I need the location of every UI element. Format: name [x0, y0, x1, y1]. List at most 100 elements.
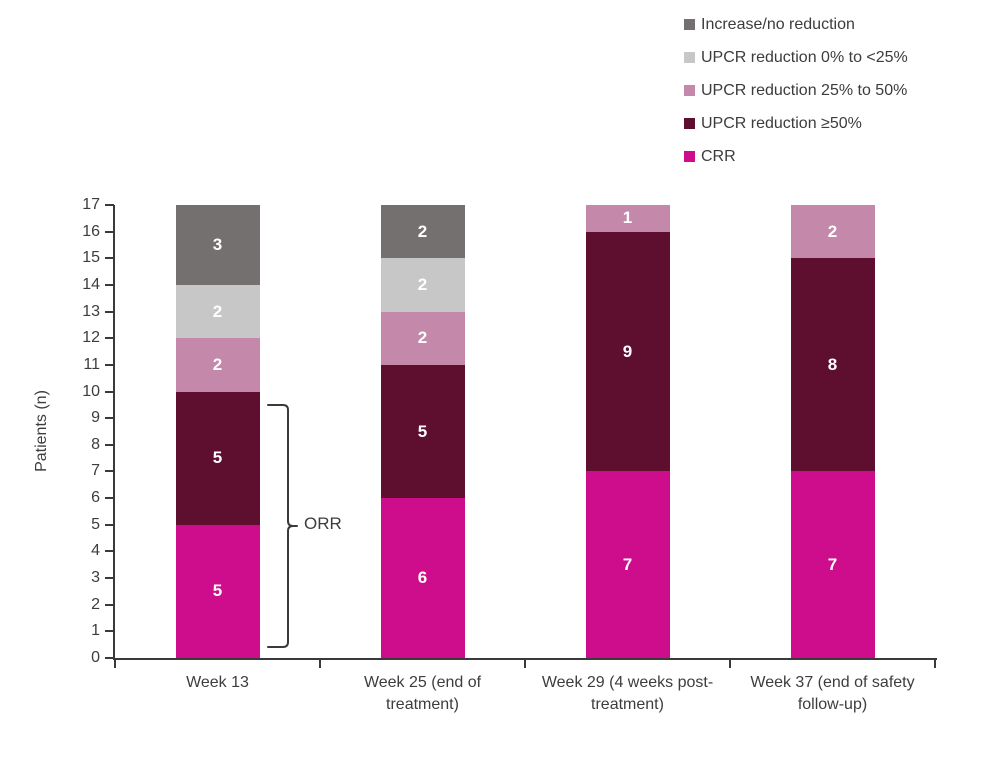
- y-tick-mark: [105, 204, 114, 206]
- y-tick-mark: [105, 257, 114, 260]
- y-tick-mark: [105, 337, 114, 340]
- y-tick-mark: [105, 417, 114, 420]
- bar-segment-value: 3: [212, 234, 223, 254]
- legend-label: CRR: [701, 147, 736, 165]
- bar-segment-value: 5: [212, 581, 223, 601]
- bar-segment-value: 6: [417, 568, 428, 588]
- y-tick-mark: [105, 310, 114, 313]
- y-tick-label: 9: [91, 409, 100, 427]
- y-tick-label: 2: [91, 595, 100, 613]
- legend-swatch-crr: [684, 151, 695, 162]
- legend-item: UPCR reduction ≥50%: [684, 113, 908, 134]
- bar: 6 5 2 2 2: [380, 205, 465, 658]
- y-tick-label: 10: [82, 382, 100, 400]
- x-axis-label: Week 25 (end of treatment): [363, 674, 482, 713]
- x-axis-label: Week 13: [186, 674, 249, 691]
- bar-segment: 8: [790, 258, 875, 472]
- legend-label: UPCR reduction 0% to <25%: [701, 48, 908, 66]
- y-tick-label: 16: [82, 222, 100, 240]
- y-tick-label: 14: [82, 275, 100, 293]
- bar-segment-value: 2: [212, 354, 223, 374]
- legend-item: UPCR reduction 0% to <25%: [684, 47, 908, 68]
- y-tick-label: 0: [91, 649, 100, 666]
- y-tick-label: 13: [82, 302, 100, 320]
- y-axis-line: [113, 205, 115, 660]
- legend-swatch-upcr-50: [684, 118, 695, 129]
- y-tick-label: 1: [91, 622, 100, 640]
- bar-segment-value: 2: [827, 221, 838, 241]
- x-axis-label: Week 29 (4 weeks post-treatment): [541, 674, 714, 713]
- legend: Increase/no reduction UPCR reduction 0% …: [684, 14, 908, 179]
- legend-label: UPCR reduction 25% to 50%: [701, 81, 908, 99]
- bar-segment: 5: [175, 524, 260, 658]
- y-tick-mark: [105, 443, 114, 446]
- x-tick-mark: [319, 660, 321, 668]
- bar-segment-value: 8: [827, 354, 838, 374]
- bar-segment: 7: [790, 471, 875, 658]
- bar-segment: 2: [175, 338, 260, 392]
- y-tick-label: 3: [91, 569, 100, 587]
- y-tick-mark: [105, 577, 114, 580]
- bar-segment-value: 5: [212, 448, 223, 468]
- y-tick-mark: [105, 230, 114, 233]
- bar-segment-value: 9: [622, 341, 633, 361]
- y-tick-mark: [105, 283, 114, 286]
- legend-swatch-upcr-0-25: [684, 52, 695, 63]
- y-tick-label: 17: [82, 196, 100, 213]
- x-axis-label: Week 37 (end of safety follow-up): [750, 674, 915, 713]
- y-tick-label: 7: [91, 462, 100, 480]
- y-tick-mark: [105, 630, 114, 633]
- x-tick-mark: [524, 660, 526, 668]
- y-tick-mark: [105, 603, 114, 606]
- orr-bracket: [267, 404, 298, 648]
- legend-label: Increase/no reduction: [701, 15, 855, 33]
- bar-segment: 2: [175, 284, 260, 339]
- legend-label: UPCR reduction ≥50%: [701, 114, 862, 132]
- y-tick-label: 4: [91, 542, 100, 560]
- bar: 7 9 1: [585, 205, 670, 658]
- bar-segment: 2: [380, 205, 465, 259]
- bar-segment-value: 1: [622, 208, 633, 228]
- y-tick-label: 8: [91, 435, 100, 453]
- legend-item: CRR: [684, 146, 908, 167]
- legend-item: Increase/no reduction: [684, 14, 908, 35]
- bar-segment: 5: [175, 391, 260, 525]
- bar-segment: 2: [790, 205, 875, 259]
- bar: 7 8 2: [790, 205, 875, 658]
- legend-item: UPCR reduction 25% to 50%: [684, 80, 908, 101]
- y-tick-label: 5: [91, 515, 100, 533]
- bar-segment: 2: [380, 258, 465, 312]
- orr-annotation-label: ORR: [304, 514, 342, 533]
- x-tick-mark: [934, 660, 936, 668]
- bar-segment: 5: [380, 364, 465, 499]
- bar-segment-value: 2: [417, 328, 428, 348]
- legend-swatch-increase: [684, 19, 695, 30]
- y-tick-mark: [105, 657, 114, 659]
- plot-area: 5 5 2 2 3 6 5 2 2 2 7 9 1 7 8 2: [115, 205, 935, 658]
- y-tick-mark: [105, 550, 114, 553]
- y-tick-mark: [105, 523, 114, 526]
- bar-segment-value: 2: [417, 274, 428, 294]
- x-tick-mark: [114, 660, 116, 668]
- bar-segment-value: 7: [622, 554, 633, 574]
- y-tick-label: 11: [83, 355, 100, 373]
- y-tick-mark: [105, 470, 114, 473]
- y-tick-label: 12: [82, 329, 100, 347]
- y-tick-mark: [105, 363, 114, 366]
- legend-swatch-upcr-25-50: [684, 85, 695, 96]
- x-tick-mark: [729, 660, 731, 668]
- x-axis-line: [113, 658, 937, 660]
- bar-segment: 3: [175, 205, 260, 285]
- bar-segment: 7: [585, 471, 670, 658]
- bar-segment-value: 7: [827, 554, 838, 574]
- bar-segment: 6: [380, 498, 465, 658]
- bar-segment: 2: [380, 311, 465, 365]
- bar-segment: 9: [585, 231, 670, 472]
- bar-segment-value: 2: [212, 301, 223, 321]
- bar-segment-value: 5: [417, 421, 428, 441]
- y-tick-mark: [105, 390, 114, 393]
- y-tick-label: 15: [82, 249, 100, 267]
- y-tick-label: 6: [91, 489, 100, 507]
- y-tick-mark: [105, 497, 114, 500]
